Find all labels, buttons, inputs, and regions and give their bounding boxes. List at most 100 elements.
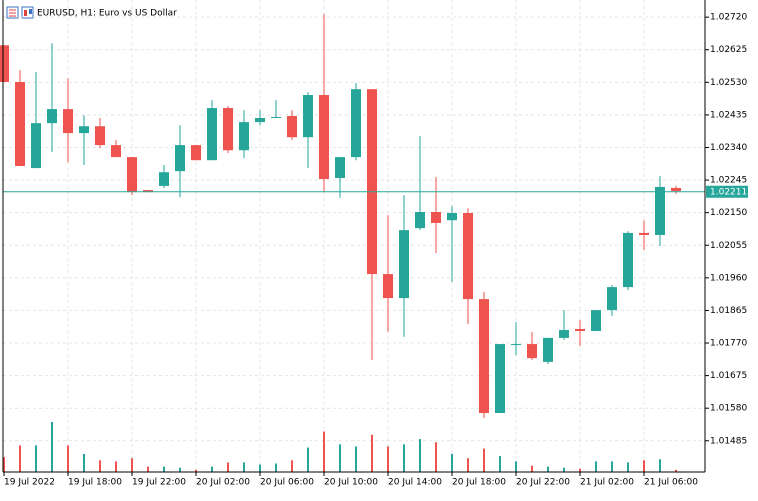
candle-body (255, 118, 265, 123)
y-tick-label: 1.02625 (710, 45, 747, 55)
volume-bar (35, 445, 37, 472)
x-tick-label: 20 Jul 10:00 (324, 478, 378, 488)
volume-bar (51, 422, 53, 472)
candle-body (0, 45, 9, 82)
volume-bar (275, 463, 277, 472)
candle-body (655, 186, 665, 235)
candle-body (399, 230, 409, 299)
candle-body (527, 344, 537, 359)
icon (21, 6, 34, 19)
volume-bar (307, 447, 309, 472)
last-price-box (706, 185, 748, 198)
icon (6, 6, 19, 19)
volume-bar (243, 462, 245, 472)
candle-body (623, 232, 633, 288)
volume-bar (643, 460, 645, 472)
candle-body (127, 157, 137, 193)
volume-bar (403, 444, 405, 472)
y-tick-label: 1.01865 (710, 306, 747, 316)
volume-bar (99, 460, 101, 472)
volume-bar (387, 446, 389, 472)
volume-bar (531, 465, 533, 472)
volume-bar (131, 458, 133, 472)
volume-bar (211, 466, 213, 472)
y-tick-label: 1.02150 (710, 208, 747, 218)
volume-bar (563, 467, 565, 472)
candle-body (559, 329, 569, 338)
volume-bar (227, 462, 229, 472)
candle-body (319, 95, 329, 180)
x-tick-label: 20 Jul 18:00 (452, 478, 506, 488)
volume-bar (19, 445, 21, 472)
volume-bar (163, 466, 165, 472)
x-tick-label: 21 Jul 02:00 (580, 478, 634, 488)
candle-body (463, 213, 473, 300)
y-tick-label: 1.01580 (710, 404, 747, 414)
volume-bar (147, 466, 149, 472)
candle-body (575, 328, 585, 332)
x-tick-label: 19 Jul 18:00 (68, 478, 122, 488)
candle-body (351, 89, 361, 158)
candle-body (303, 95, 313, 138)
candle-body (79, 126, 89, 134)
candle-body (431, 211, 441, 223)
volume-bar (627, 462, 629, 472)
icon (29, 9, 32, 14)
volume-bar (611, 461, 613, 472)
icon (24, 10, 27, 16)
volume-bar (179, 467, 181, 472)
volume-bar (371, 434, 373, 472)
candle-body (47, 109, 57, 124)
y-tick-label: 1.02720 (710, 13, 747, 23)
candle-body (383, 274, 393, 299)
volume-bar (291, 460, 293, 472)
candle-body (671, 187, 681, 192)
x-tick-label: 20 Jul 02:00 (196, 478, 250, 488)
x-tick-label: 19 Jul 2022 (4, 478, 55, 488)
volume-bar (195, 469, 197, 472)
volume-bar (323, 431, 325, 472)
volume-bar (595, 461, 597, 472)
y-tick-label: 1.02055 (710, 241, 747, 251)
y-tick-label: 1.02530 (710, 78, 747, 88)
title-icons (6, 6, 34, 19)
candle-body (223, 108, 233, 151)
candle-body (191, 145, 201, 161)
volume-bar (339, 444, 341, 472)
candle-body (591, 310, 601, 332)
y-tick-label: 1.02245 (710, 176, 747, 186)
y-tick-label: 1.02340 (710, 143, 747, 153)
candle-body (15, 81, 25, 167)
volume-bar (435, 442, 437, 472)
candle-body (159, 172, 169, 186)
candle-body (543, 337, 553, 362)
candle-body (95, 126, 105, 146)
candle-body (415, 211, 425, 229)
candle-body (143, 190, 153, 193)
volume-bar (3, 457, 5, 472)
candle-body (207, 108, 217, 161)
volume-bar (115, 461, 117, 472)
x-tick-label: 20 Jul 06:00 (260, 478, 314, 488)
candle-body (447, 213, 457, 221)
y-tick-label: 1.01960 (710, 273, 747, 283)
volume-bar (659, 459, 661, 472)
candle-body (31, 123, 41, 169)
volume-bar (467, 458, 469, 472)
candle-body (367, 89, 377, 275)
volume-bar (83, 453, 85, 472)
candle-body (239, 122, 249, 151)
x-tick-label: 21 Jul 06:00 (644, 478, 698, 488)
volume-bar (451, 453, 453, 472)
last-price-label: 1.02211 (710, 187, 747, 197)
candle-body (63, 109, 73, 134)
y-tick-label: 1.02435 (710, 110, 747, 120)
candle-body (111, 145, 121, 158)
candle-body (335, 157, 345, 179)
candle-body (639, 232, 649, 235)
volume-bar (355, 446, 357, 472)
y-tick-label: 1.01770 (710, 339, 747, 349)
candle-body (511, 344, 521, 346)
volume-bar (67, 445, 69, 472)
